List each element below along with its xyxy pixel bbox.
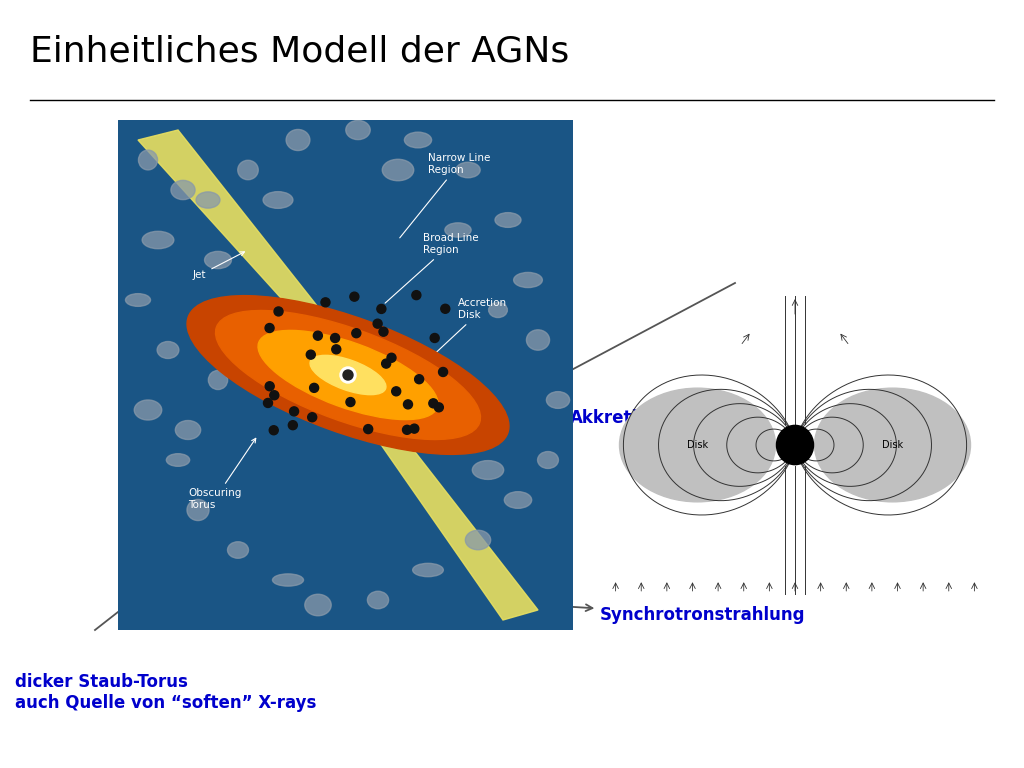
Circle shape: [429, 399, 438, 408]
Text: Akkretionsscheibe: Akkretionsscheibe: [518, 400, 743, 427]
Polygon shape: [138, 130, 348, 350]
Ellipse shape: [208, 370, 227, 389]
Ellipse shape: [465, 530, 490, 550]
Ellipse shape: [488, 303, 507, 317]
Circle shape: [313, 331, 323, 340]
Text: Jet: Jet: [193, 252, 245, 280]
Circle shape: [438, 367, 447, 376]
Circle shape: [415, 375, 424, 384]
Circle shape: [410, 424, 419, 433]
Text: Narrow Line
Region: Narrow Line Region: [399, 154, 490, 238]
Ellipse shape: [196, 192, 220, 208]
Circle shape: [440, 304, 450, 313]
Ellipse shape: [263, 192, 293, 208]
Circle shape: [412, 290, 421, 300]
Ellipse shape: [126, 293, 151, 306]
Text: Disk: Disk: [882, 440, 903, 450]
Circle shape: [309, 383, 318, 392]
Circle shape: [289, 421, 297, 429]
Ellipse shape: [382, 159, 414, 180]
Text: Broad Line
Region: Broad Line Region: [385, 233, 478, 303]
Ellipse shape: [305, 594, 331, 616]
Ellipse shape: [215, 310, 480, 439]
Ellipse shape: [187, 296, 509, 455]
Circle shape: [290, 407, 299, 415]
Ellipse shape: [514, 273, 543, 287]
Ellipse shape: [538, 452, 558, 468]
Circle shape: [265, 382, 274, 391]
Circle shape: [306, 350, 315, 359]
Ellipse shape: [620, 388, 775, 502]
Ellipse shape: [413, 564, 443, 577]
Ellipse shape: [310, 356, 386, 395]
Ellipse shape: [142, 231, 174, 249]
Circle shape: [269, 425, 279, 435]
Ellipse shape: [272, 574, 303, 586]
Circle shape: [269, 391, 279, 399]
Ellipse shape: [547, 392, 569, 409]
Text: Synchrotronstrahlung: Synchrotronstrahlung: [513, 603, 806, 624]
Text: Disk: Disk: [687, 440, 708, 450]
Circle shape: [321, 298, 330, 307]
Ellipse shape: [138, 150, 158, 170]
Ellipse shape: [504, 492, 531, 508]
Ellipse shape: [227, 541, 249, 558]
Text: Obscuring
Torus: Obscuring Torus: [188, 439, 256, 510]
Circle shape: [274, 307, 283, 316]
Circle shape: [265, 323, 274, 333]
Circle shape: [340, 367, 356, 383]
Ellipse shape: [368, 591, 389, 609]
Ellipse shape: [286, 130, 310, 151]
Ellipse shape: [187, 499, 209, 521]
Circle shape: [373, 319, 382, 328]
Circle shape: [430, 333, 439, 343]
Ellipse shape: [171, 180, 195, 200]
Ellipse shape: [346, 121, 371, 140]
Circle shape: [377, 304, 386, 313]
Circle shape: [263, 399, 272, 408]
Ellipse shape: [526, 329, 550, 350]
Ellipse shape: [166, 454, 189, 466]
Circle shape: [332, 345, 341, 354]
Ellipse shape: [495, 213, 521, 227]
Circle shape: [364, 425, 373, 434]
Ellipse shape: [175, 421, 201, 439]
Circle shape: [346, 398, 355, 406]
Ellipse shape: [814, 388, 971, 502]
Circle shape: [343, 370, 353, 380]
Ellipse shape: [134, 400, 162, 420]
Polygon shape: [343, 385, 538, 620]
Ellipse shape: [258, 330, 438, 419]
Circle shape: [379, 327, 388, 336]
Ellipse shape: [456, 162, 480, 177]
Ellipse shape: [238, 161, 258, 180]
Circle shape: [307, 412, 316, 422]
Circle shape: [403, 400, 413, 409]
Circle shape: [776, 425, 813, 465]
Circle shape: [352, 329, 360, 338]
Ellipse shape: [472, 461, 504, 479]
Text: dicker Staub-Torus
auch Quelle von “soften” X-rays: dicker Staub-Torus auch Quelle von “soft…: [15, 673, 316, 712]
Ellipse shape: [444, 223, 471, 237]
Ellipse shape: [237, 314, 260, 326]
Ellipse shape: [157, 342, 179, 359]
Circle shape: [331, 333, 340, 343]
Text: Accretion
Disk: Accretion Disk: [430, 299, 507, 358]
Circle shape: [434, 402, 443, 412]
Circle shape: [350, 292, 358, 301]
Ellipse shape: [404, 132, 431, 148]
Text: Einheitliches Modell der AGNs: Einheitliches Modell der AGNs: [30, 34, 569, 68]
Text: Black
Hole: Black Hole: [238, 364, 344, 386]
Circle shape: [387, 353, 396, 362]
Circle shape: [402, 425, 412, 435]
Ellipse shape: [205, 251, 231, 269]
Circle shape: [392, 387, 400, 396]
Circle shape: [382, 359, 391, 368]
